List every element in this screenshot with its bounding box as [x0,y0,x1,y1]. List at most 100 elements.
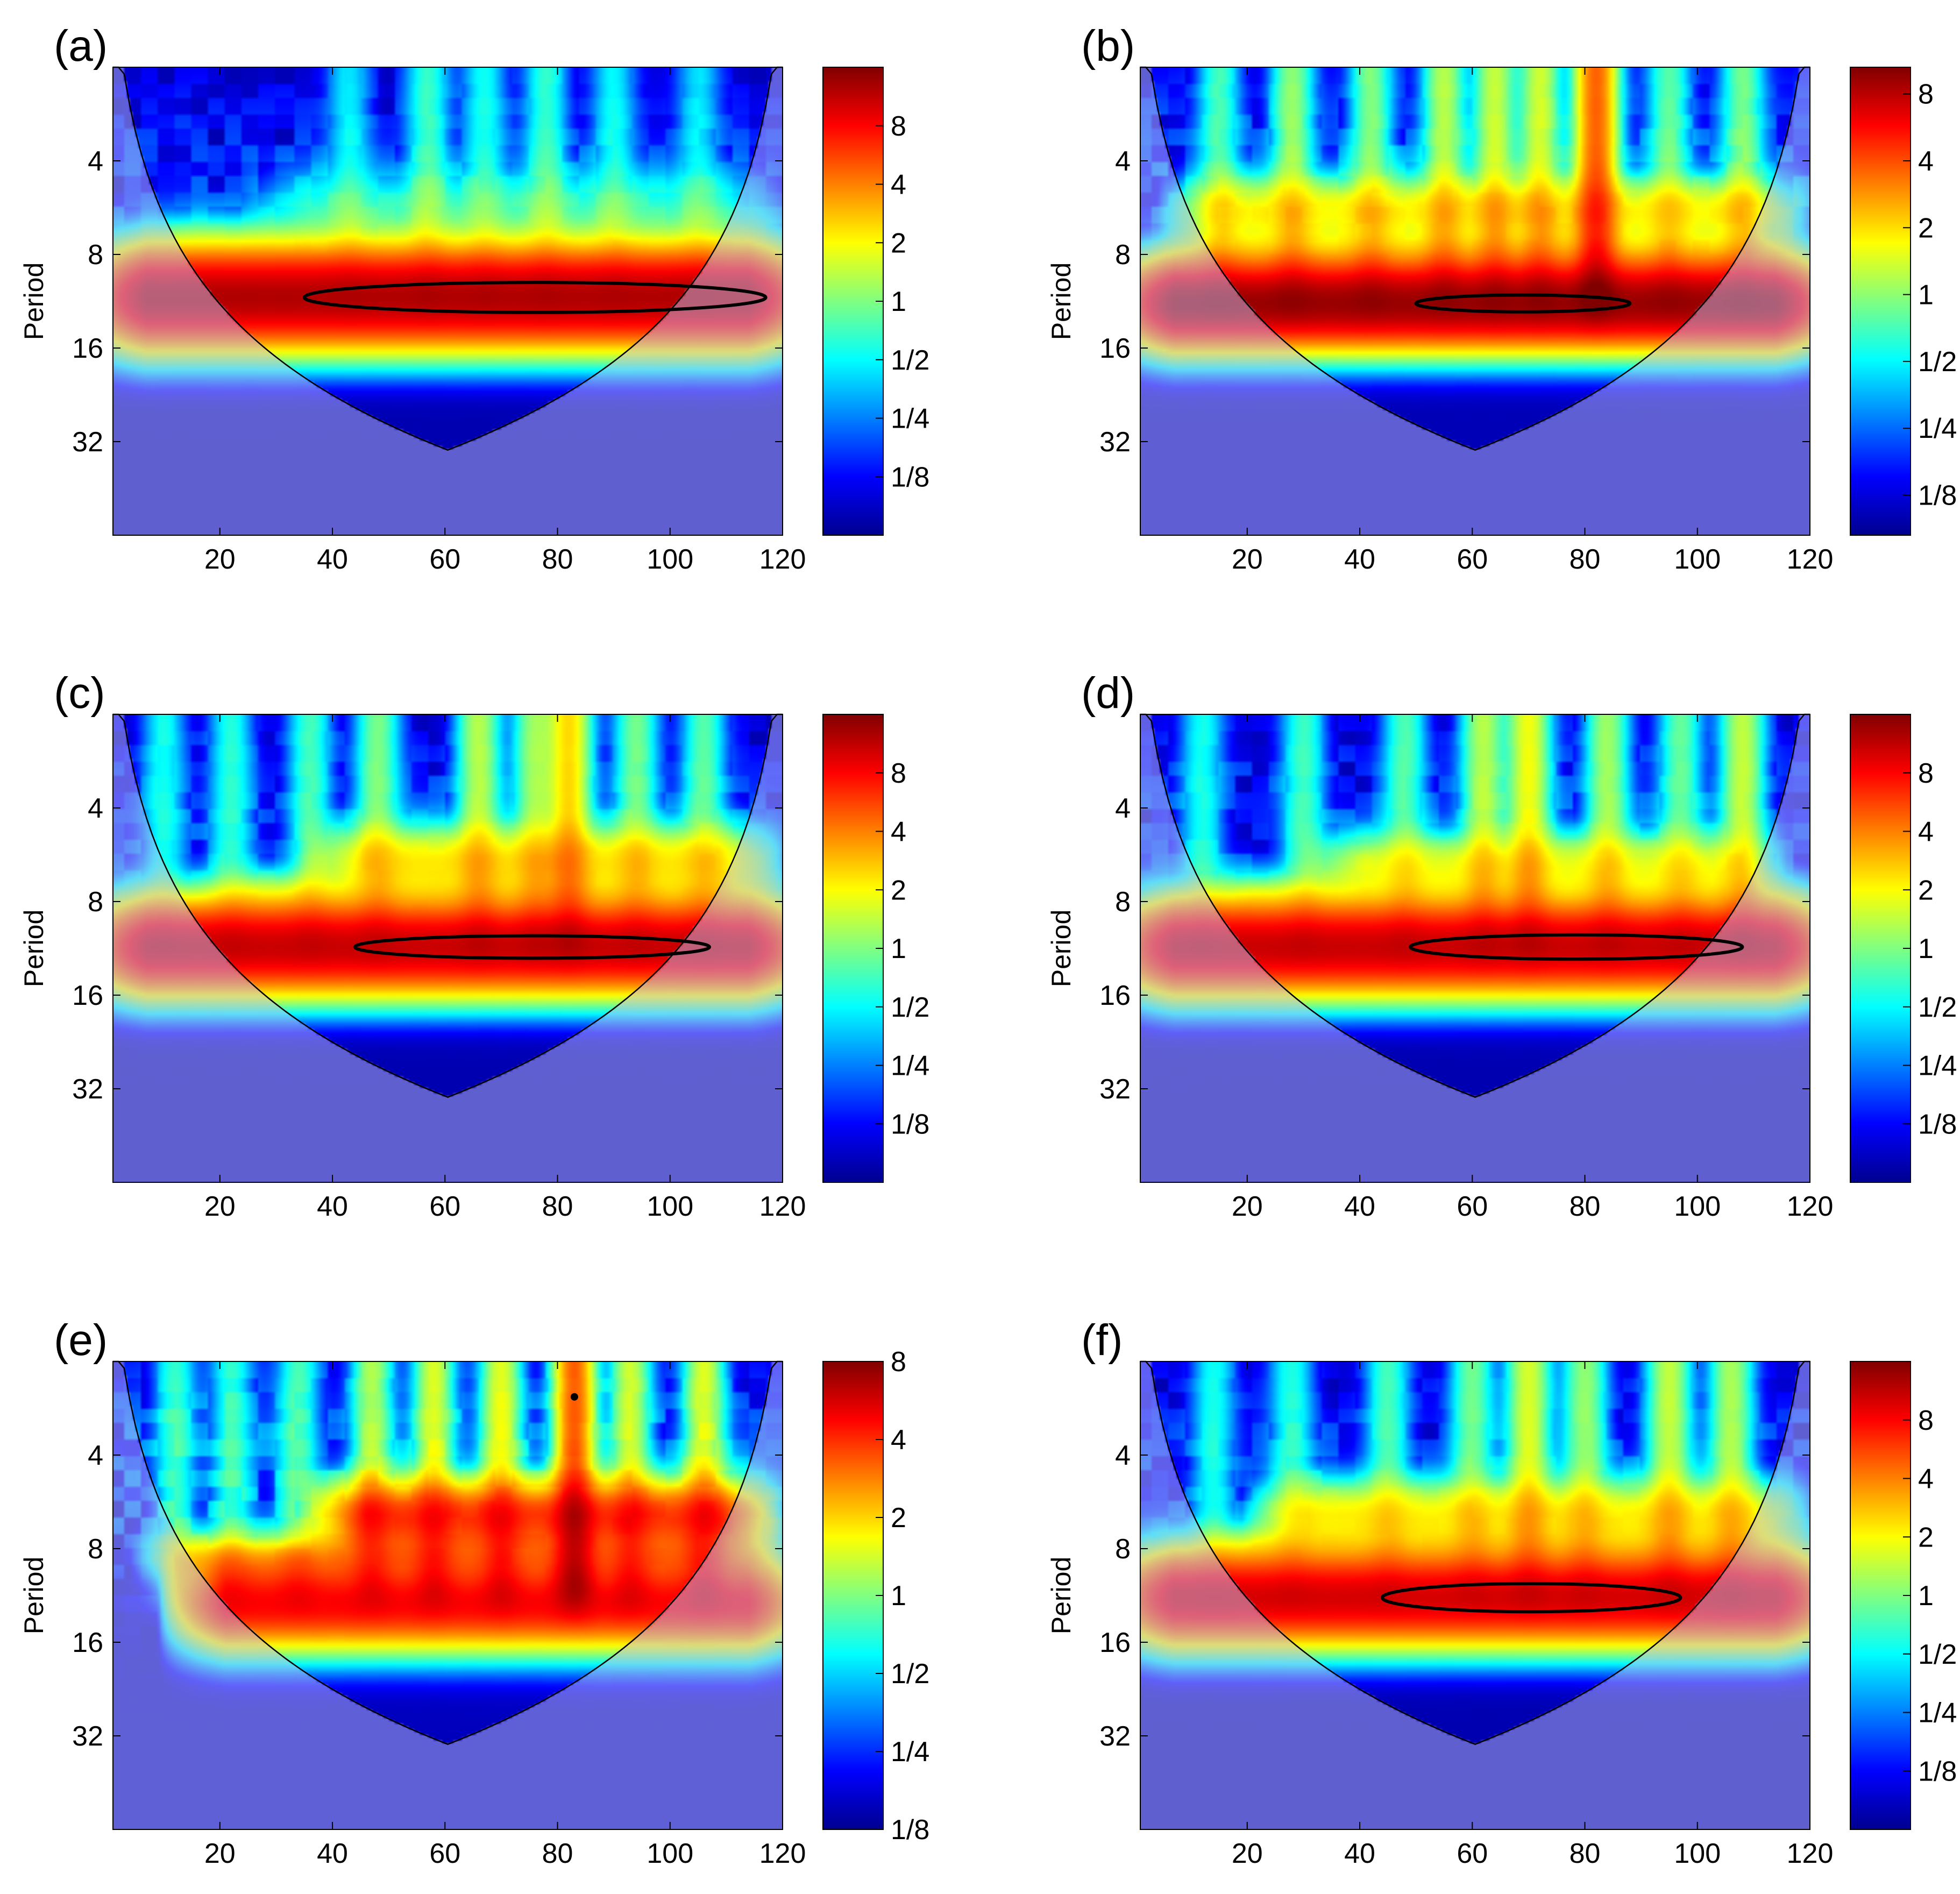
plot-frame [1140,714,1810,1183]
colorbar-tick-label: 8 [891,758,906,789]
colorbar [1850,67,1911,536]
x-tick-label: 60 [1457,1838,1488,1869]
colorbar-tick-label: 1/4 [891,1736,929,1768]
y-tick-label: 4 [1115,146,1131,177]
y-tick-label: 8 [1115,239,1131,271]
x-tick-label: 80 [542,544,573,575]
colorbar [822,714,884,1183]
colorbar-tick-label: 1 [891,933,906,964]
colorbar-tick-label: 2 [891,875,906,906]
y-tick-label: 8 [1115,886,1131,918]
y-tick-label: 32 [72,427,103,458]
x-tick-label: 120 [1787,1191,1834,1222]
colorbar-tick-label: 1/8 [891,1109,929,1140]
cone-of-influence-line [1140,1360,1810,1745]
colorbar-tick-label: 1/4 [891,403,929,435]
colorbar-tick-label: 8 [1918,758,1934,789]
y-tick-label: 32 [1099,1074,1131,1105]
y-tick-label: 32 [1099,1721,1131,1752]
colorbar-tick-label: 4 [891,817,906,848]
x-tick-label: 100 [1674,544,1721,575]
plot-frame [112,67,783,536]
significance-contour [353,934,711,960]
colorbar-tick-label: 1/2 [1918,1639,1957,1670]
panel-label: (d) [1081,669,1135,718]
plot-frame [112,1361,783,1830]
significance-contour [1409,933,1744,961]
x-tick-label: 120 [1787,544,1834,575]
x-tick-label: 100 [647,544,693,575]
wavelet-power-heatmap [1140,1361,1810,1829]
y-axis-label: Period [19,263,49,341]
y-axis-label: Period [1046,910,1076,988]
x-tick-label: 40 [1344,1838,1375,1869]
y-tick-label: 8 [1115,1534,1131,1565]
cone-of-influence-line [113,1360,783,1745]
wavelet-panel: 20 40 60 80 100 120 4 8 16 32 Period (f) 8 4 2 1 1/2 1/4 1… [1046,1316,1957,1869]
colorbar-tick-label: 1 [1918,280,1934,311]
x-tick-label: 80 [1570,1838,1601,1869]
y-tick-label: 16 [72,1627,103,1658]
colorbar-tick-label: 1/4 [891,1051,929,1082]
x-tick-label: 20 [1232,544,1263,575]
colorbar-tick-label: 4 [1918,146,1934,177]
y-axis-label: Period [19,1557,49,1635]
plot-frame [1140,67,1810,536]
x-tick-label: 40 [317,544,348,575]
y-tick-label: 16 [1099,1627,1131,1658]
colorbar-tick-label: 1/8 [1918,1109,1957,1140]
x-tick-label: 100 [1674,1191,1721,1222]
y-tick-label: 16 [1099,333,1131,364]
significance-contour [302,281,768,314]
x-tick-label: 60 [429,1838,460,1869]
panel-label: (a) [54,22,108,70]
wavelet-power-heatmap [1140,67,1810,535]
wavelet-power-heatmap [113,67,783,535]
x-tick-label: 40 [1344,1191,1375,1222]
x-tick-label: 60 [1457,544,1488,575]
colorbar-tick-label: 1/4 [1918,413,1957,444]
x-tick-label: 80 [542,1191,573,1222]
wavelet-panel: 20 40 60 80 100 120 4 8 16 32 Period (c) 8 4 2 1 1/2 1/4 1… [19,669,929,1222]
x-tick-label: 80 [1570,544,1601,575]
cone-of-influence-line [113,713,783,1098]
colorbar [1850,1361,1911,1830]
y-tick-label: 16 [1099,980,1131,1011]
colorbar-tick-label: 1/2 [891,1658,929,1690]
x-tick-label: 120 [759,1838,806,1869]
wavelet-power-heatmap [113,1361,783,1829]
cone-of-influence-line [1140,66,1810,451]
y-tick-label: 32 [72,1721,103,1752]
colorbar-tick-label: 8 [891,111,906,142]
colorbar [1850,714,1911,1183]
colorbar-tick-label: 1/8 [891,1814,929,1846]
y-tick-label: 4 [88,1440,103,1471]
x-tick-label: 20 [1232,1191,1263,1222]
x-tick-label: 80 [1570,1191,1601,1222]
colorbar-tick-label: 2 [891,228,906,259]
colorbar-tick-label: 1/8 [891,462,929,493]
wavelet-panel: 20 40 60 80 100 120 4 8 16 32 Period (a) 8 4 2 1 1/2 1/4 1… [19,22,929,575]
plot-frame [112,714,783,1183]
colorbar [822,67,884,536]
panel-label: (e) [54,1316,108,1365]
wavelet-panel: 20 40 60 80 100 120 4 8 16 32 Period (b) 8 4 2 1 1/2 1/4 1… [1046,22,1957,575]
x-tick-label: 20 [1232,1838,1263,1869]
y-tick-label: 16 [72,980,103,1011]
y-tick-label: 4 [1115,1440,1131,1471]
wavelet-panel: 20 40 60 80 100 120 4 8 16 32 Period (e) 8 4 2 1 1/2 1/4 1… [19,1316,929,1869]
colorbar-tick-label: 1 [1918,933,1934,964]
x-tick-label: 100 [1674,1838,1721,1869]
wavelet-power-heatmap [113,714,783,1182]
x-tick-label: 100 [647,1838,693,1869]
y-tick-label: 32 [1099,427,1131,458]
x-tick-label: 120 [759,1191,806,1222]
colorbar-tick-label: 2 [1918,875,1934,906]
colorbar-tick-label: 4 [891,169,906,201]
y-axis-label: Period [1046,1557,1076,1635]
x-tick-label: 40 [317,1838,348,1869]
colorbar-tick-label: 1 [891,286,906,317]
colorbar-tick-label: 1/2 [891,345,929,376]
x-tick-label: 60 [429,544,460,575]
colorbar-tick-label: 2 [1918,1522,1934,1553]
